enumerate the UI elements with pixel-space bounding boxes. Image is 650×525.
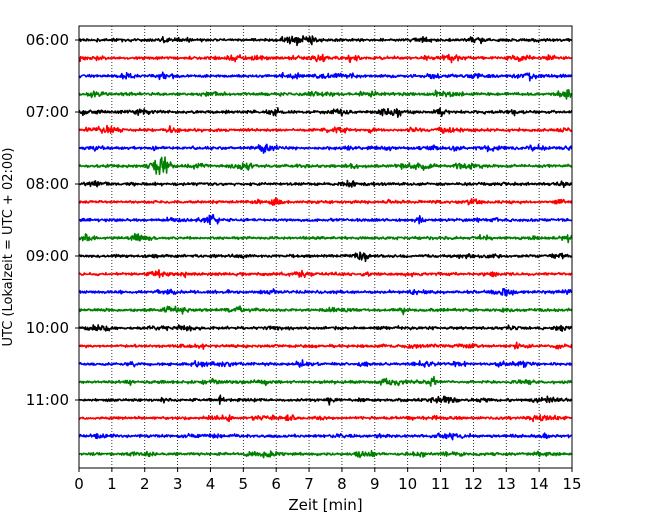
axes: 0 1 2 3 4 5 6 7 8 9 10 11 12 13 14 1506:0007:0008:0009:… bbox=[26, 31, 582, 493]
trace-1145 bbox=[78, 449, 573, 459]
x-tick-label: 9 bbox=[370, 475, 380, 493]
x-tick-label: 12 bbox=[464, 475, 483, 493]
trace-1115 bbox=[78, 414, 573, 423]
x-axis-label: Zeit [min] bbox=[288, 496, 362, 514]
x-tick-label: 15 bbox=[562, 475, 581, 493]
trace-1130 bbox=[78, 432, 573, 441]
trace-0845 bbox=[78, 232, 573, 244]
x-tick-label: 5 bbox=[239, 475, 249, 493]
traces bbox=[78, 35, 573, 459]
x-tick-label: 4 bbox=[206, 475, 216, 493]
y-tick-label: 10:00 bbox=[26, 319, 69, 337]
trace-0715 bbox=[78, 124, 573, 134]
x-tick-label: 7 bbox=[304, 475, 314, 493]
y-tick-label: 07:00 bbox=[26, 103, 69, 121]
x-tick-label: 3 bbox=[173, 475, 183, 493]
trace-0645 bbox=[78, 89, 573, 100]
trace-0630 bbox=[78, 71, 573, 82]
trace-0900 bbox=[78, 251, 573, 263]
trace-0745 bbox=[78, 156, 573, 176]
trace-0930 bbox=[78, 287, 573, 297]
trace-1030 bbox=[78, 359, 573, 369]
plot-frame bbox=[78, 25, 573, 469]
trace-0730 bbox=[78, 143, 573, 154]
x-tick-label: 1 bbox=[107, 475, 117, 493]
x-tick-label: 0 bbox=[74, 475, 84, 493]
x-tick-label: 13 bbox=[497, 475, 516, 493]
x-tick-label: 6 bbox=[271, 475, 281, 493]
trace-0615 bbox=[78, 53, 573, 64]
trace-1000 bbox=[78, 324, 573, 332]
y-tick-label: 08:00 bbox=[26, 175, 69, 193]
trace-1045 bbox=[78, 375, 573, 387]
y-tick-label: 11:00 bbox=[26, 391, 69, 409]
trace-0600 bbox=[78, 35, 573, 47]
y-axis-label: UTC (Lokalzeit = UTC + 02:00) bbox=[1, 148, 16, 347]
trace-0830 bbox=[78, 213, 573, 226]
trace-1015 bbox=[78, 341, 573, 350]
x-tick-label: 11 bbox=[431, 475, 450, 493]
trace-0945 bbox=[78, 305, 573, 316]
trace-0915 bbox=[78, 269, 573, 279]
trace-0815 bbox=[78, 197, 573, 206]
x-tick-label: 10 bbox=[398, 475, 417, 493]
y-tick-label: 06:00 bbox=[26, 31, 69, 49]
x-tick-label: 2 bbox=[140, 475, 150, 493]
x-tick-label: 8 bbox=[337, 475, 347, 493]
trace-0700 bbox=[78, 107, 573, 118]
x-tick-label: 14 bbox=[530, 475, 549, 493]
trace-1100 bbox=[78, 394, 573, 406]
y-tick-label: 09:00 bbox=[26, 247, 69, 265]
trace-0800 bbox=[78, 179, 573, 189]
